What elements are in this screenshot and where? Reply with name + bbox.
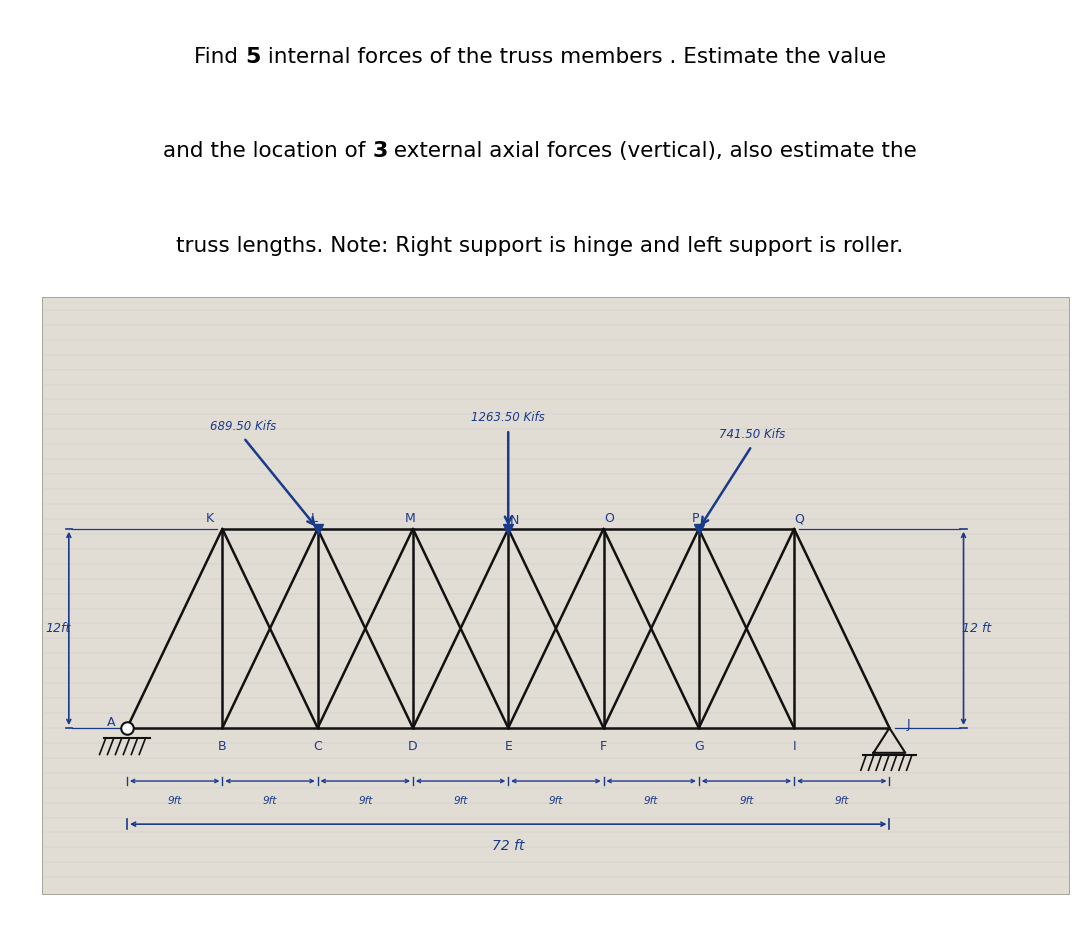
- Text: 9ft: 9ft: [454, 796, 468, 806]
- Text: 9ft: 9ft: [740, 796, 754, 806]
- Text: P: P: [692, 513, 700, 526]
- Text: 741.50 Kifs: 741.50 Kifs: [718, 428, 785, 441]
- Text: and the location of: and the location of: [163, 141, 373, 161]
- Text: N: N: [510, 514, 519, 527]
- Text: I: I: [793, 740, 796, 753]
- Text: 9ft: 9ft: [549, 796, 563, 806]
- Text: E: E: [504, 740, 512, 753]
- Text: Find: Find: [194, 46, 245, 67]
- Text: 9ft: 9ft: [359, 796, 373, 806]
- Text: 1263.50 Kifs: 1263.50 Kifs: [471, 412, 545, 425]
- Text: K: K: [206, 513, 214, 526]
- Text: F: F: [600, 740, 607, 753]
- Text: G: G: [694, 740, 704, 753]
- Text: 9ft: 9ft: [167, 796, 181, 806]
- Text: 5: 5: [245, 46, 260, 67]
- Text: 9ft: 9ft: [262, 796, 278, 806]
- Text: M: M: [404, 513, 415, 526]
- Text: 72 ft: 72 ft: [492, 839, 525, 853]
- Text: O: O: [604, 513, 613, 526]
- Text: L: L: [311, 513, 318, 526]
- Text: 12 ft: 12 ft: [961, 622, 990, 635]
- Text: external axial forces (vertical), also estimate the: external axial forces (vertical), also e…: [388, 141, 917, 161]
- Text: 3: 3: [373, 141, 388, 161]
- Text: internal forces of the truss members . Estimate the value: internal forces of the truss members . E…: [260, 46, 886, 67]
- Text: 9ft: 9ft: [644, 796, 659, 806]
- Text: 12ft: 12ft: [45, 622, 71, 635]
- Text: J: J: [906, 718, 910, 731]
- Text: A: A: [107, 717, 116, 730]
- Text: B: B: [218, 740, 227, 753]
- Text: 9ft: 9ft: [835, 796, 849, 806]
- Text: C: C: [313, 740, 322, 753]
- Text: D: D: [408, 740, 418, 753]
- Text: Q: Q: [795, 513, 805, 526]
- Text: truss lengths. Note: Right support is hinge and left support is roller.: truss lengths. Note: Right support is hi…: [176, 235, 904, 256]
- Text: 689.50 Kifs: 689.50 Kifs: [211, 420, 276, 433]
